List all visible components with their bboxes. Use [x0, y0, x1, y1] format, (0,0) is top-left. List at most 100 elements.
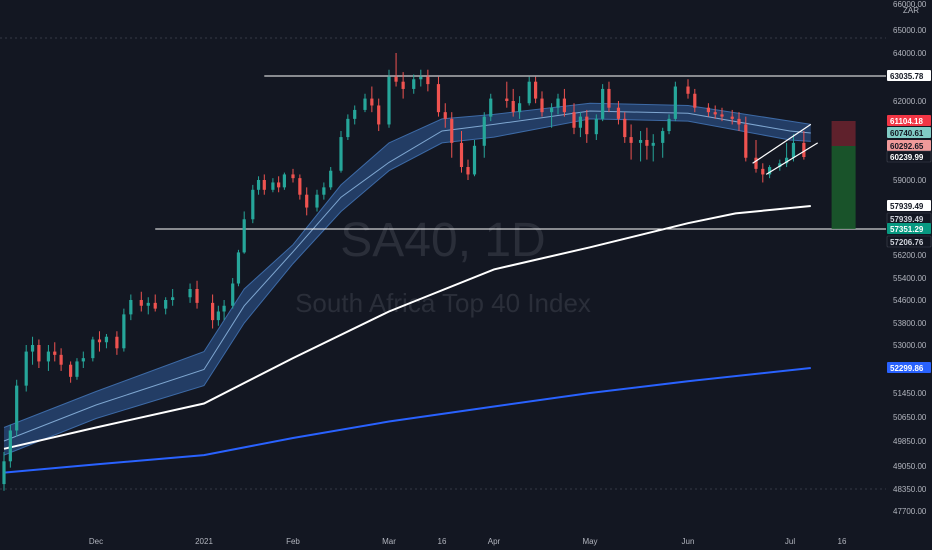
price-tag[interactable]: 57939.49	[887, 200, 931, 211]
price-axis[interactable]: ZAR 66000.00 65000.00 64000.00 62000.00 590…	[886, 0, 932, 516]
candle	[370, 86, 374, 113]
price-tag-label: 57206.76	[890, 238, 924, 247]
candle	[534, 76, 538, 104]
price-tag[interactable]: 52299.86	[887, 362, 931, 373]
candle	[282, 172, 286, 190]
candle-body	[256, 180, 261, 190]
candle-body	[556, 98, 560, 108]
candle-body	[651, 142, 655, 146]
candle	[472, 139, 477, 177]
candle	[2, 451, 6, 491]
price-tag-label: 61104.18	[890, 117, 923, 126]
candle	[146, 297, 150, 315]
price-tag-bg	[887, 362, 931, 373]
currency-label: ZAR	[903, 6, 919, 15]
candle	[171, 289, 175, 306]
price-tag[interactable]: 57939.49	[886, 212, 932, 225]
candle-body	[231, 283, 235, 306]
candle-body	[744, 124, 748, 158]
candle-body	[667, 118, 671, 132]
candle-body	[377, 105, 381, 125]
candle-body	[30, 345, 35, 352]
candle-body	[534, 81, 538, 99]
candle	[578, 112, 582, 138]
candle	[540, 91, 544, 117]
candle	[315, 189, 319, 212]
candle	[298, 174, 302, 200]
time-tick-label: Feb	[286, 537, 300, 546]
price-tick-label: 55400.00	[893, 274, 927, 283]
candle-body	[53, 351, 57, 355]
price-tag[interactable]: 57351.29	[887, 223, 931, 234]
price-tag-bg	[887, 127, 931, 138]
candle-body	[339, 137, 343, 171]
watermark-title: South Africa Top 40 Index	[295, 288, 591, 318]
price-tick-label: 51450.00	[893, 389, 927, 398]
candle-body	[550, 107, 554, 113]
candle-body	[15, 385, 19, 431]
price-tag-label: 60239.99	[890, 153, 924, 162]
candle-body	[146, 302, 150, 306]
candle	[216, 305, 220, 326]
candle-body	[720, 114, 724, 117]
candle	[436, 76, 441, 117]
candle-body	[527, 81, 531, 104]
price-tag[interactable]: 60292.65	[887, 140, 931, 151]
channel-upper-line[interactable]	[752, 123, 812, 164]
price-tag[interactable]: 61104.18	[887, 115, 931, 126]
candle	[482, 112, 486, 158]
price-tag-bg	[887, 140, 931, 151]
time-axis[interactable]: Dec 2021 Feb Mar 16 Apr May Jun Jul 16	[89, 537, 847, 546]
candle-body	[540, 98, 544, 113]
candle-body	[419, 76, 423, 80]
candle-body	[211, 302, 215, 321]
candle-body	[585, 116, 589, 135]
price-tag-bg	[887, 200, 931, 211]
candle	[377, 98, 381, 132]
candle	[505, 81, 509, 108]
candle	[645, 127, 649, 160]
candle	[466, 159, 470, 180]
price-tag[interactable]: 60239.99	[886, 150, 932, 163]
candle-body	[638, 139, 643, 143]
time-tick-label: Jun	[682, 537, 695, 546]
candle	[129, 294, 133, 321]
ema-band-upper-line	[3, 102, 811, 428]
time-tick-label: May	[582, 537, 597, 546]
candle	[661, 127, 665, 158]
candle	[305, 187, 309, 216]
candle-body	[271, 182, 275, 190]
candle-body	[412, 79, 416, 89]
candle-body	[768, 167, 772, 175]
candle-body	[511, 101, 515, 113]
candle	[8, 424, 12, 468]
candle	[426, 69, 430, 92]
candle-body	[594, 118, 598, 135]
price-tag[interactable]: 63035.78	[887, 70, 931, 81]
candle	[104, 334, 109, 349]
time-tick-label: Jul	[785, 537, 795, 546]
price-tag[interactable]: 60740.61	[887, 127, 931, 138]
price-tick-label: 49050.00	[893, 462, 927, 471]
candle	[251, 184, 255, 224]
position-target-zone[interactable]	[831, 146, 856, 229]
candle-body	[401, 81, 405, 89]
price-tag[interactable]: 57206.76	[886, 235, 932, 248]
candle-body	[171, 297, 175, 300]
candle	[401, 72, 405, 99]
channel-lower-line[interactable]	[765, 142, 819, 175]
horizontal-levels[interactable]	[155, 75, 886, 230]
candle-body	[562, 98, 566, 113]
drawings[interactable]	[752, 121, 856, 229]
candle	[339, 131, 343, 173]
candle	[562, 88, 566, 117]
candle-body	[282, 174, 286, 188]
candle	[291, 168, 295, 183]
price-tick-label: 53800.00	[893, 319, 927, 328]
candle	[322, 182, 326, 200]
candle	[153, 294, 157, 312]
candle-body	[489, 98, 493, 117]
position-stop-zone[interactable]	[831, 121, 856, 146]
